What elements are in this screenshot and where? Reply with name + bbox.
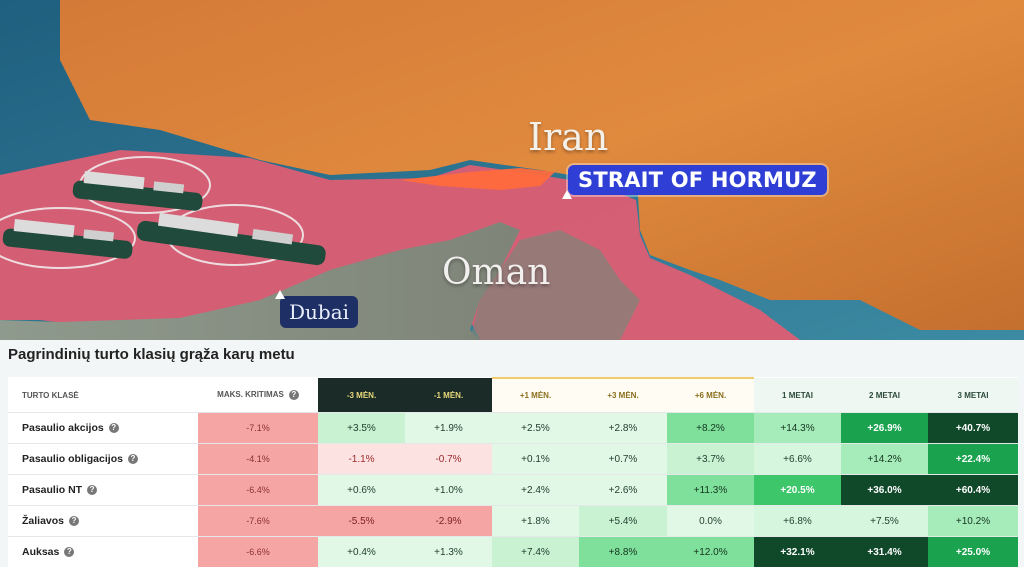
table-row: Pasaulio NT?-6.4%+0.6%+1.0%+2.4%+2.6%+11… [8,475,1018,506]
column-header-label: 2 METAI [869,391,900,400]
value-cell: +2.6% [579,475,667,506]
column-header-label: 3 METAI [958,391,989,400]
asset-name-cell: Auksas? [8,537,198,567]
value-cell: -0.7% [405,444,492,475]
value-cell: +6.6% [754,444,841,475]
asset-name-cell: Pasaulio NT? [8,475,198,506]
column-header-label: +6 MĖN. [695,391,726,400]
table-row: Auksas?-6.6%+0.4%+1.3%+7.4%+8.8%+12.0%+3… [8,537,1018,567]
value-cell: +2.8% [579,413,667,444]
value-cell: -5.5% [318,506,405,537]
column-header-1: MAKS. KRITIMAS? [198,378,318,413]
column-header-9: 3 METAI [928,378,1018,413]
column-header-7: 1 METAI [754,378,841,413]
value-cell: +1.3% [405,537,492,567]
dubai-marker-icon [275,290,285,299]
map-label-oman: Oman [442,252,550,293]
value-cell: +0.4% [318,537,405,567]
column-header-label: TURTO KLASĖ [22,391,79,400]
map-label-iran: Iran [528,115,608,159]
value-cell: +7.4% [492,537,579,567]
column-header-5: +3 MĖN. [579,378,667,413]
value-cell: +0.6% [318,475,405,506]
value-cell: +3.5% [318,413,405,444]
value-cell: +14.3% [754,413,841,444]
value-cell: +31.4% [841,537,928,567]
asset-name-cell: Pasaulio akcijos? [8,413,198,444]
dubai-label: Dubai [280,296,358,328]
help-icon[interactable]: ? [128,454,138,464]
value-cell: -2.9% [405,506,492,537]
panel-title: Pagrindinių turto klasių grąža karų metu [8,346,295,363]
value-cell: +2.5% [492,413,579,444]
strait-marker-icon [562,190,572,199]
value-cell: +3.7% [667,444,754,475]
returns-panel: Pagrindinių turto klasių grąža karų metu… [0,340,1024,566]
asset-name: Auksas [22,546,59,558]
column-header-6: +6 MĖN. [667,378,754,413]
help-icon[interactable]: ? [69,516,79,526]
table-row: Pasaulio akcijos?-7.1%+3.5%+1.9%+2.5%+2.… [8,413,1018,444]
asset-name-cell: Žaliavos? [8,506,198,537]
value-cell: +36.0% [841,475,928,506]
table-row: Žaliavos?-7.6%-5.5%-2.9%+1.8%+5.4%0.0%+6… [8,506,1018,537]
value-cell: +14.2% [841,444,928,475]
asset-name: Pasaulio NT [22,484,82,496]
column-header-4: +1 MĖN. [492,378,579,413]
value-cell: +26.9% [841,413,928,444]
value-cell: +1.9% [405,413,492,444]
value-cell: 0.0% [667,506,754,537]
column-header-label: +3 MĖN. [607,391,638,400]
value-cell: +0.7% [579,444,667,475]
value-cell: +5.4% [579,506,667,537]
strait-of-hormuz-label: STRAIT OF HORMUZ [568,165,827,195]
help-icon[interactable]: ? [64,547,74,557]
value-cell: +40.7% [928,413,1018,444]
value-cell: +1.0% [405,475,492,506]
value-cell: +12.0% [667,537,754,567]
column-header-label: +1 MĖN. [520,391,551,400]
value-cell: +0.1% [492,444,579,475]
table-row: Pasaulio obligacijos?-4.1%-1.1%-0.7%+0.1… [8,444,1018,475]
value-cell: +6.8% [754,506,841,537]
value-cell: +60.4% [928,475,1018,506]
value-cell: -4.1% [198,444,318,475]
asset-name: Žaliavos [22,515,64,527]
value-cell: +22.4% [928,444,1018,475]
column-header-0: TURTO KLASĖ [8,378,198,413]
column-header-2: -3 MĖN. [318,378,405,413]
returns-table: TURTO KLASĖ MAKS. KRITIMAS? -3 MĖN. -1 MĖN.… [8,377,1018,567]
table-header-row: TURTO KLASĖ MAKS. KRITIMAS? -3 MĖN. -1 MĖN.… [8,378,1018,413]
value-cell: -6.4% [198,475,318,506]
value-cell: +1.8% [492,506,579,537]
column-header-label: -3 MĖN. [347,391,376,400]
value-cell: -7.1% [198,413,318,444]
value-cell: +8.2% [667,413,754,444]
help-icon[interactable]: ? [289,390,299,400]
value-cell: +2.4% [492,475,579,506]
value-cell: -7.6% [198,506,318,537]
help-icon[interactable]: ? [109,423,119,433]
value-cell: +8.8% [579,537,667,567]
value-cell: -6.6% [198,537,318,567]
value-cell: +11.3% [667,475,754,506]
column-header-label: -1 MĖN. [434,391,463,400]
value-cell: +7.5% [841,506,928,537]
column-header-3: -1 MĖN. [405,378,492,413]
column-header-8: 2 METAI [841,378,928,413]
value-cell: +20.5% [754,475,841,506]
asset-name: Pasaulio obligacijos [22,453,123,465]
value-cell: +32.1% [754,537,841,567]
asset-name-cell: Pasaulio obligacijos? [8,444,198,475]
value-cell: -1.1% [318,444,405,475]
asset-name: Pasaulio akcijos [22,422,104,434]
value-cell: +25.0% [928,537,1018,567]
column-header-label: MAKS. KRITIMAS [217,390,284,399]
value-cell: +10.2% [928,506,1018,537]
column-header-label: 1 METAI [782,391,813,400]
help-icon[interactable]: ? [87,485,97,495]
